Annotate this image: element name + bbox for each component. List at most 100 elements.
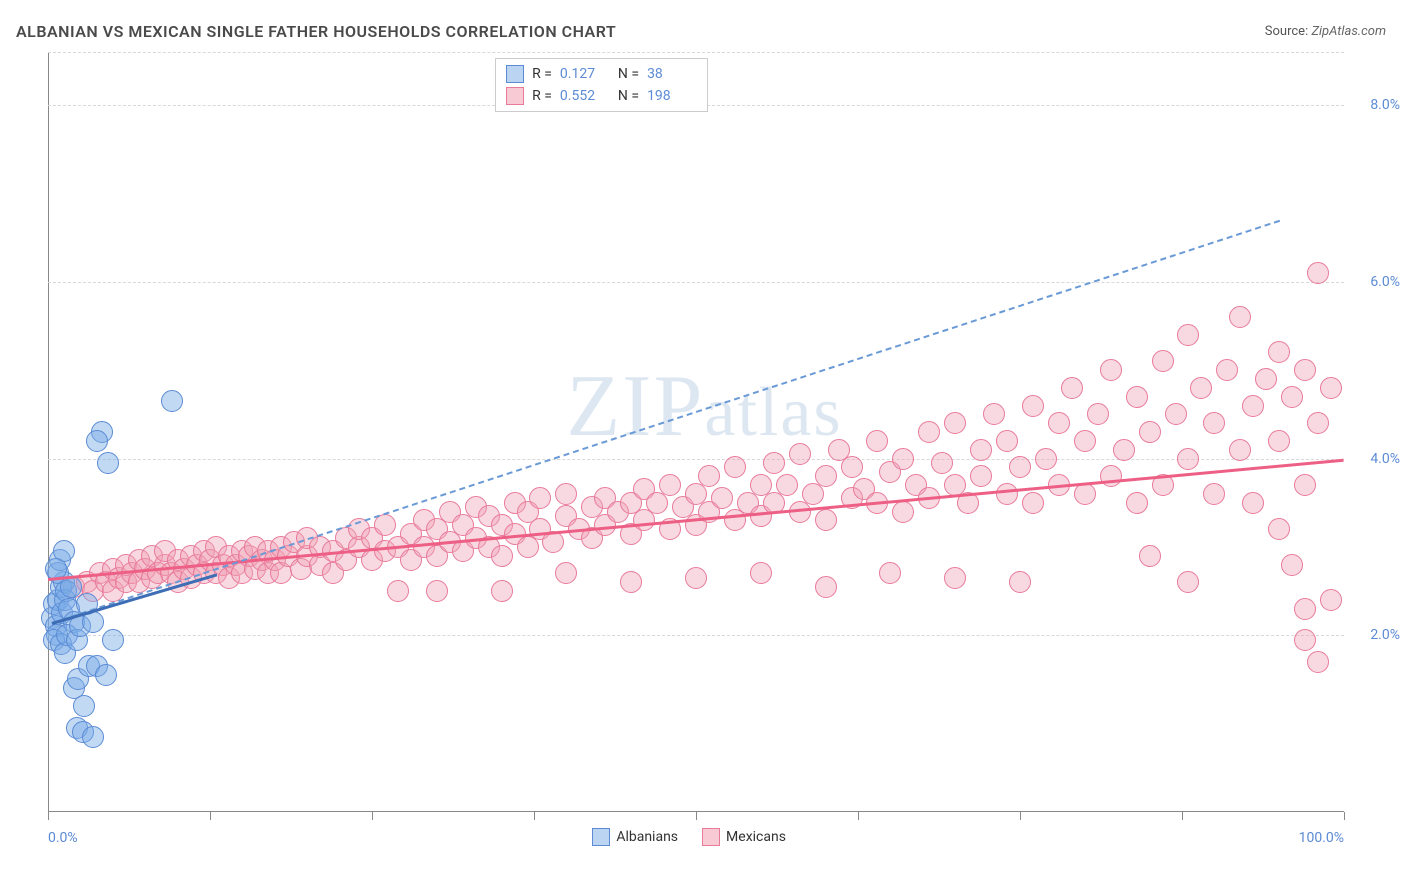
x-tick [210, 812, 211, 820]
y-tick-label: 8.0% [1352, 97, 1400, 113]
data-point-pink [879, 562, 901, 584]
data-point-pink [426, 580, 448, 602]
data-point-pink [491, 545, 513, 567]
data-point-pink [944, 412, 966, 434]
data-point-pink [1268, 341, 1290, 363]
legend-item: Mexicans [702, 828, 786, 846]
data-point-pink [555, 562, 577, 584]
stat-r-label: R = [532, 66, 552, 82]
data-point-pink [1035, 448, 1057, 470]
data-point-pink [555, 483, 577, 505]
data-point-pink [1061, 377, 1083, 399]
data-point-pink [724, 456, 746, 478]
stats-row: R =0.127N =38 [506, 63, 697, 85]
data-point-pink [1022, 492, 1044, 514]
legend-label: Albanians [616, 829, 678, 845]
data-point-pink [1203, 483, 1225, 505]
legend-label: Mexicans [726, 829, 786, 845]
data-point-pink [1009, 456, 1031, 478]
gridline [48, 52, 1344, 53]
data-point-pink [1294, 474, 1316, 496]
data-point-pink [996, 483, 1018, 505]
x-tick [534, 812, 535, 820]
scatter-plot: ZIPatlas 2.0%4.0%6.0%8.0%0.0%100.0%R =0.… [48, 52, 1344, 812]
data-point-pink [1165, 403, 1187, 425]
chart-title: ALBANIAN VS MEXICAN SINGLE FATHER HOUSEH… [16, 22, 616, 41]
data-point-pink [685, 567, 707, 589]
data-point-pink [387, 580, 409, 602]
stat-r-value: 0.127 [560, 66, 610, 82]
data-point-pink [1048, 412, 1070, 434]
data-point-pink [1242, 492, 1264, 514]
x-tick [372, 812, 373, 820]
data-point-pink [1126, 386, 1148, 408]
legend-swatch [506, 87, 524, 105]
data-point-pink [815, 576, 837, 598]
data-point-pink [1203, 412, 1225, 434]
data-point-pink [970, 465, 992, 487]
stat-n-value: 198 [647, 88, 697, 104]
x-tick [1020, 812, 1021, 820]
data-point-pink [1294, 629, 1316, 651]
data-point-blue [161, 390, 183, 412]
data-point-pink [892, 501, 914, 523]
data-point-pink [1320, 377, 1342, 399]
data-point-pink [620, 571, 642, 593]
gridline [48, 459, 1344, 460]
data-point-blue [86, 430, 108, 452]
data-point-pink [491, 580, 513, 602]
data-point-pink [1139, 545, 1161, 567]
data-point-pink [1307, 412, 1329, 434]
data-point-pink [1294, 359, 1316, 381]
data-point-pink [1229, 306, 1251, 328]
data-point-pink [1100, 359, 1122, 381]
data-point-pink [750, 562, 772, 584]
data-point-pink [776, 474, 798, 496]
gridline [48, 635, 1344, 636]
data-point-pink [918, 421, 940, 443]
x-tick [858, 812, 859, 820]
legend-swatch [506, 65, 524, 83]
data-point-pink [1009, 571, 1031, 593]
data-point-pink [983, 403, 1005, 425]
y-tick-label: 6.0% [1352, 274, 1400, 290]
legend-item: Albanians [592, 828, 678, 846]
data-point-pink [1177, 324, 1199, 346]
x-tick-label: 100.0% [1299, 830, 1344, 846]
data-point-pink [815, 465, 837, 487]
stat-n-label: N = [618, 66, 639, 82]
data-point-pink [1281, 386, 1303, 408]
source-label: Source: [1265, 24, 1308, 39]
legend-swatch [702, 828, 720, 846]
data-point-blue [95, 664, 117, 686]
data-point-pink [529, 487, 551, 509]
legend-swatch [592, 828, 610, 846]
x-tick [1344, 812, 1345, 820]
data-point-pink [1229, 439, 1251, 461]
data-point-pink [815, 509, 837, 531]
data-point-pink [789, 443, 811, 465]
x-tick-label: 0.0% [48, 830, 78, 846]
data-point-pink [1255, 368, 1277, 390]
data-point-pink [1268, 518, 1290, 540]
data-point-pink [931, 452, 953, 474]
data-point-pink [763, 452, 785, 474]
y-tick-label: 2.0% [1352, 627, 1400, 643]
data-point-pink [1190, 377, 1212, 399]
data-point-pink [659, 474, 681, 496]
data-point-pink [1074, 430, 1096, 452]
data-point-pink [970, 439, 992, 461]
y-tick-label: 4.0% [1352, 451, 1400, 467]
data-point-pink [1268, 430, 1290, 452]
data-point-pink [1216, 359, 1238, 381]
source-value: ZipAtlas.com [1311, 24, 1386, 39]
data-point-blue [102, 629, 124, 651]
stats-legend: R =0.127N =38R =0.552N =198 [495, 58, 708, 112]
data-point-pink [1087, 403, 1109, 425]
data-point-pink [1320, 589, 1342, 611]
data-point-pink [892, 448, 914, 470]
stat-r-label: R = [532, 88, 552, 104]
data-point-pink [866, 430, 888, 452]
data-point-pink [1281, 554, 1303, 576]
data-point-blue [73, 695, 95, 717]
